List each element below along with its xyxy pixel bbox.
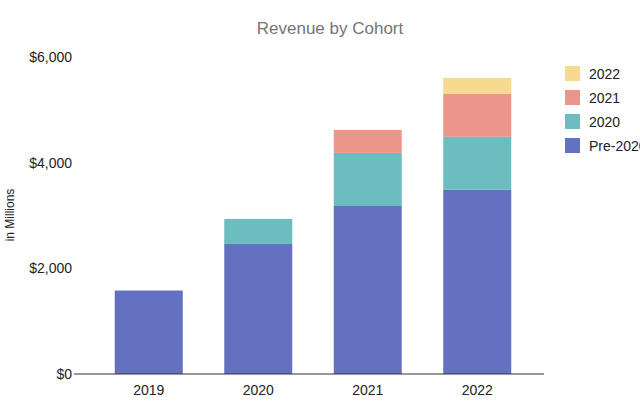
x-tick-label: 2021	[352, 382, 383, 398]
legend-swatch	[565, 114, 580, 129]
bar-segment	[334, 153, 402, 206]
bar-segment	[224, 244, 292, 374]
bar-segment	[224, 219, 292, 244]
bar-segment	[443, 78, 511, 94]
bars	[115, 78, 512, 374]
x-tick-label: 2020	[243, 382, 274, 398]
x-tick-label: 2022	[462, 382, 493, 398]
y-tick-label: $4,000	[29, 155, 72, 171]
legend-swatch	[565, 90, 580, 105]
bar-segment	[334, 206, 402, 374]
legend-label: 2021	[589, 90, 620, 106]
bar-segment	[334, 130, 402, 153]
legend: 2022 2021 2020 Pre-2020	[565, 66, 640, 154]
y-tick-label: $6,000	[29, 49, 72, 65]
legend-label: Pre-2020	[589, 138, 640, 154]
bar-segment	[443, 137, 511, 190]
chart-svg: Revenue by Cohort in Millions $0 $2,000 $4,0…	[0, 0, 640, 401]
title: Revenue by Cohort	[257, 19, 404, 38]
y-tick-label: $0	[56, 366, 72, 382]
x-tick-label: 2019	[133, 382, 164, 398]
chart-container: Revenue by Cohort in Millions $0 $2,000 $4,0…	[0, 0, 640, 401]
legend-swatch	[565, 66, 580, 81]
legend-label: 2020	[589, 114, 620, 130]
legend-label: 2022	[589, 66, 620, 82]
x-axis-line	[74, 374, 544, 375]
y-axis-label: in Millions	[3, 189, 17, 242]
y-tick-label: $2,000	[29, 260, 72, 276]
bar-segment	[443, 190, 511, 374]
bar-segment	[115, 291, 183, 374]
bar-segment	[443, 94, 511, 137]
legend-swatch	[565, 138, 580, 153]
